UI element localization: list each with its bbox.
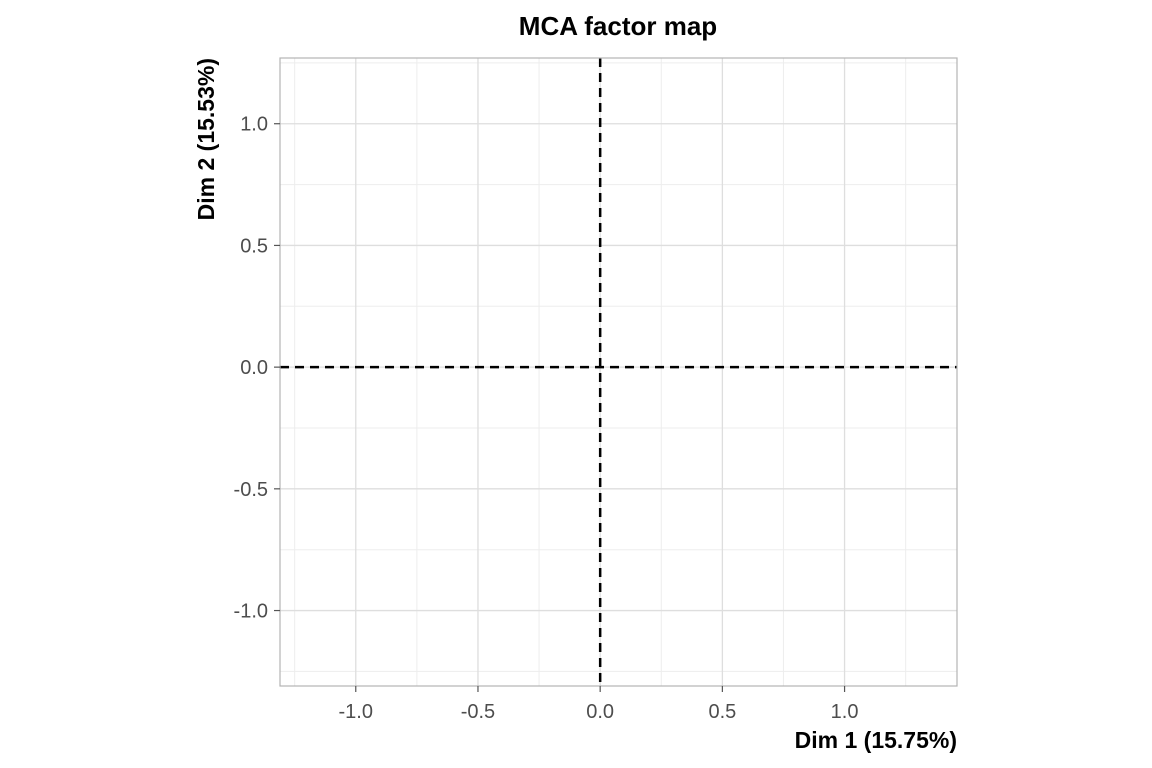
y-tick-label: 1.0 xyxy=(240,114,268,136)
chart-title: MCA factor map xyxy=(519,11,717,41)
y-axis-ticks: -1.0 -0.5 0.0 0.5 1.0 xyxy=(234,114,280,623)
minor-grid xyxy=(280,58,957,686)
x-tick-label: 1.0 xyxy=(831,701,859,723)
major-grid xyxy=(280,58,957,686)
y-tick-label: -0.5 xyxy=(234,479,268,501)
y-tick-label: 0.5 xyxy=(240,235,268,257)
x-tick-label: 0.0 xyxy=(586,701,614,723)
y-tick-label: 0.0 xyxy=(240,357,268,379)
y-axis-title: Dim 2 (15.53%) xyxy=(193,58,219,220)
reference-lines xyxy=(280,58,957,686)
x-tick-label: -1.0 xyxy=(339,701,373,723)
x-axis-ticks: -1.0 -0.5 0.0 0.5 1.0 xyxy=(339,686,859,723)
panel-border xyxy=(279,57,958,687)
x-tick-label: 0.5 xyxy=(708,701,736,723)
y-tick-label: -1.0 xyxy=(234,601,268,623)
x-tick-label: -0.5 xyxy=(461,701,495,723)
x-axis-title: Dim 1 (15.75%) xyxy=(795,727,957,753)
